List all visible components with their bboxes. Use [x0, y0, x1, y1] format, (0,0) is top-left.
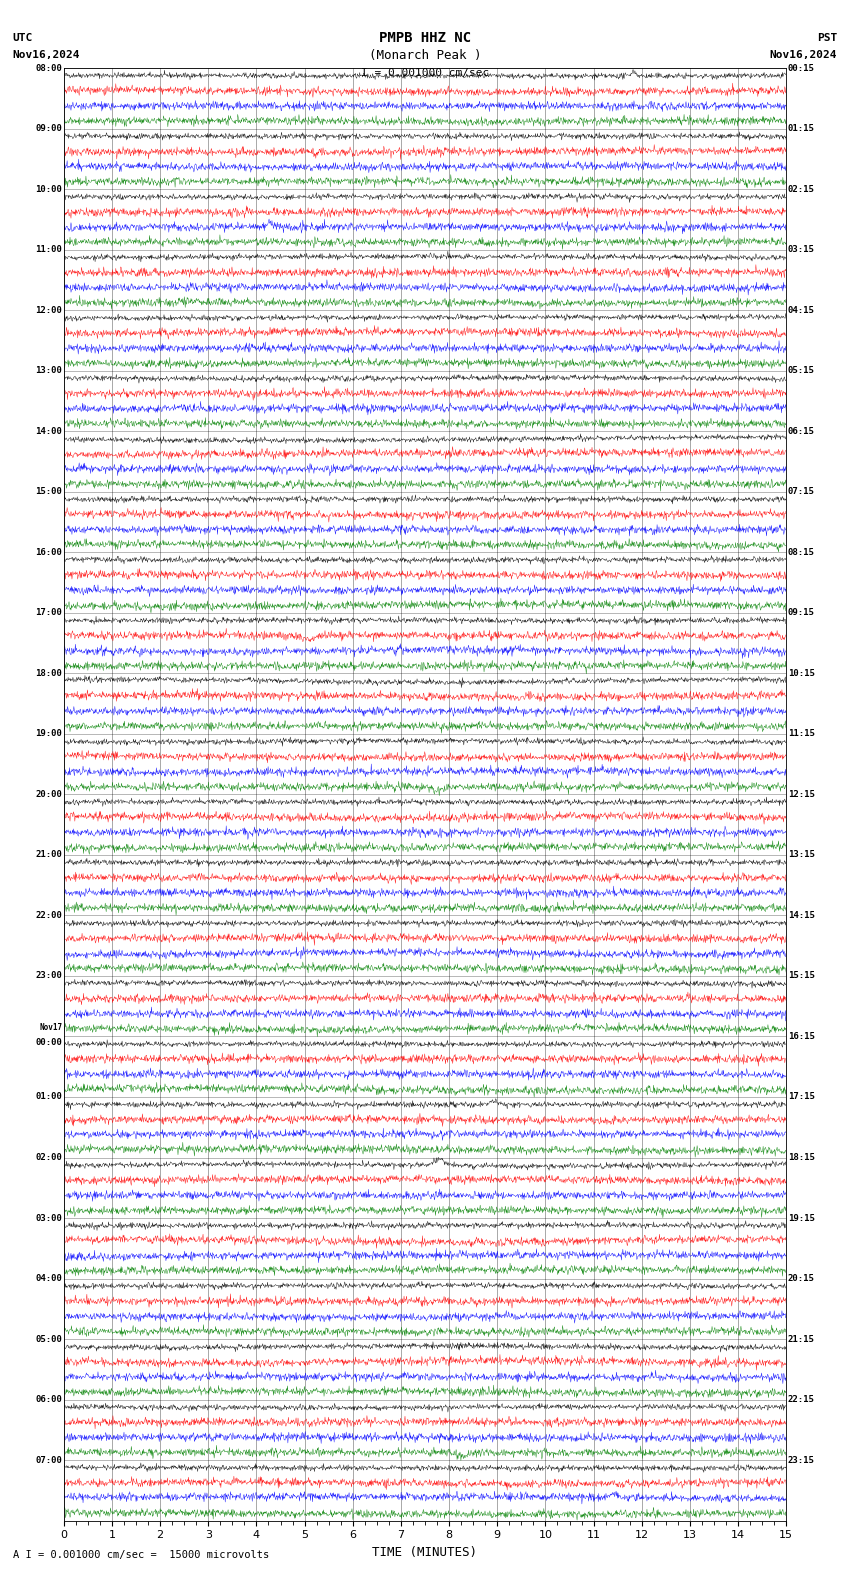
Text: 04:00: 04:00 [36, 1274, 62, 1283]
Text: PMPB HHZ NC: PMPB HHZ NC [379, 32, 471, 44]
Text: 23:00: 23:00 [36, 971, 62, 980]
Text: 06:15: 06:15 [788, 426, 814, 436]
Text: 06:00: 06:00 [36, 1396, 62, 1403]
Text: 11:00: 11:00 [36, 246, 62, 253]
Text: 04:15: 04:15 [788, 306, 814, 315]
Text: 12:00: 12:00 [36, 306, 62, 315]
Text: 16:15: 16:15 [788, 1031, 814, 1041]
Text: 02:00: 02:00 [36, 1153, 62, 1163]
Text: 03:00: 03:00 [36, 1213, 62, 1223]
Text: 01:15: 01:15 [788, 124, 814, 133]
X-axis label: TIME (MINUTES): TIME (MINUTES) [372, 1546, 478, 1559]
Text: 14:00: 14:00 [36, 426, 62, 436]
Text: 05:00: 05:00 [36, 1335, 62, 1343]
Text: 23:15: 23:15 [788, 1456, 814, 1465]
Text: 13:00: 13:00 [36, 366, 62, 375]
Text: 09:00: 09:00 [36, 124, 62, 133]
Text: 20:15: 20:15 [788, 1274, 814, 1283]
Text: 17:00: 17:00 [36, 608, 62, 618]
Text: 07:00: 07:00 [36, 1456, 62, 1465]
Text: 02:15: 02:15 [788, 185, 814, 193]
Text: 03:15: 03:15 [788, 246, 814, 253]
Text: 17:15: 17:15 [788, 1093, 814, 1101]
Text: A I = 0.001000 cm/sec =  15000 microvolts: A I = 0.001000 cm/sec = 15000 microvolts [13, 1551, 269, 1560]
Text: 09:15: 09:15 [788, 608, 814, 618]
Text: 21:00: 21:00 [36, 851, 62, 860]
Text: 16:00: 16:00 [36, 548, 62, 558]
Text: 00:15: 00:15 [788, 63, 814, 73]
Text: 07:15: 07:15 [788, 488, 814, 496]
Text: PST: PST [817, 33, 837, 43]
Text: 14:15: 14:15 [788, 911, 814, 920]
Text: I = 0.001000 cm/sec: I = 0.001000 cm/sec [361, 68, 489, 78]
Text: 08:00: 08:00 [36, 63, 62, 73]
Text: 13:15: 13:15 [788, 851, 814, 860]
Text: 10:00: 10:00 [36, 185, 62, 193]
Text: 18:00: 18:00 [36, 668, 62, 678]
Text: 20:00: 20:00 [36, 790, 62, 798]
Text: 08:15: 08:15 [788, 548, 814, 558]
Text: Nov16,2024: Nov16,2024 [13, 51, 80, 60]
Text: 21:15: 21:15 [788, 1335, 814, 1343]
Text: 19:15: 19:15 [788, 1213, 814, 1223]
Text: 00:00: 00:00 [36, 1038, 62, 1047]
Text: 18:15: 18:15 [788, 1153, 814, 1163]
Text: 05:15: 05:15 [788, 366, 814, 375]
Text: (Monarch Peak ): (Monarch Peak ) [369, 49, 481, 62]
Text: 11:15: 11:15 [788, 729, 814, 738]
Text: 10:15: 10:15 [788, 668, 814, 678]
Text: Nov17: Nov17 [39, 1023, 62, 1033]
Text: Nov16,2024: Nov16,2024 [770, 51, 837, 60]
Text: 01:00: 01:00 [36, 1093, 62, 1101]
Text: 15:15: 15:15 [788, 971, 814, 980]
Text: 15:00: 15:00 [36, 488, 62, 496]
Text: UTC: UTC [13, 33, 33, 43]
Text: 22:15: 22:15 [788, 1396, 814, 1403]
Text: 22:00: 22:00 [36, 911, 62, 920]
Text: 12:15: 12:15 [788, 790, 814, 798]
Text: 19:00: 19:00 [36, 729, 62, 738]
